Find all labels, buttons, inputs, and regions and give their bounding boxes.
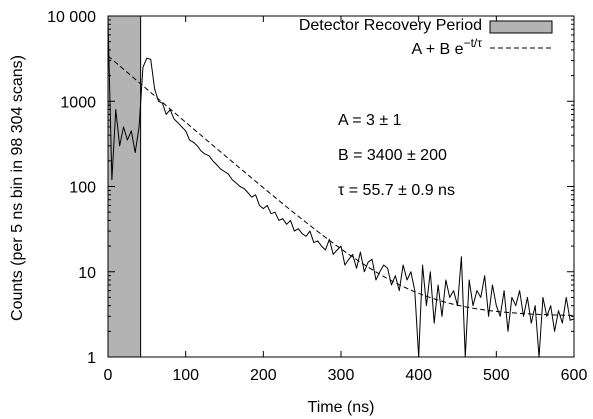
legend-recovery-swatch [489,20,553,34]
annotation-a: A = 3 ± 1 [338,112,402,129]
data-series-line-0 [107,19,575,358]
fit-curve [107,55,575,316]
fit-curve-group [107,55,575,316]
y-tick-label: 1 [87,350,96,367]
x-tick-labels: 0 100 200 300 400 500 600 [104,367,588,384]
y-tick-label: 10 [78,265,96,282]
annotation-b: B = 3400 ± 200 [338,147,447,164]
annotation-tau: τ = 55.7 ± 0.9 ns [338,182,455,199]
x-tick-label: 400 [405,367,432,384]
y-axis-label: Counts (per 5 ns bin in 98 304 scans) [9,55,26,321]
x-tick-label: 300 [328,367,355,384]
axes [107,15,575,358]
y-tick-labels: 1 10 100 1000 10 000 [47,9,96,367]
x-tick-label: 600 [561,367,588,384]
legend-recovery-label: Detector Recovery Period [299,17,482,34]
fit-parameters: A = 3 ± 1 B = 3400 ± 200 τ = 55.7 ± 0.9 … [338,112,455,199]
y-tick-label: 1000 [60,94,96,111]
x-tick-label: 100 [172,367,199,384]
y-tick-label: 10 000 [47,9,96,26]
x-tick-label: 500 [483,367,510,384]
x-tick-label: 200 [250,367,277,384]
data-series-group [107,19,575,358]
legend-fit-label-exponent: −t/τ [464,36,483,50]
x-axis-label: Time (ns) [308,399,375,416]
x-tick-label: 0 [104,367,113,384]
legend-fit-label-main: A + B e [412,41,464,58]
y-tick-label: 100 [69,180,96,197]
legend-fit-label: A + B e−t/τ [412,36,483,58]
legend: Detector Recovery Period A + B e−t/τ [299,17,553,58]
